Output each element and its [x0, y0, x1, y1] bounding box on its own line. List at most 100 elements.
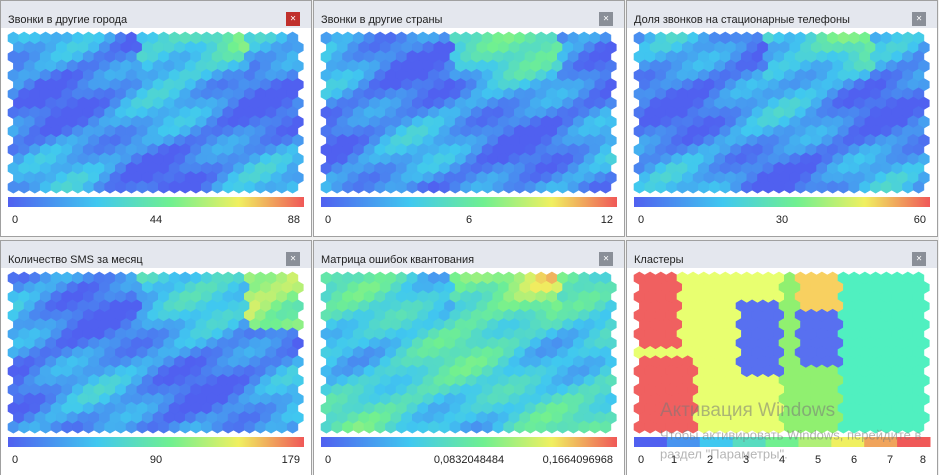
hex-cell [395, 420, 408, 434]
hex-cell [859, 180, 871, 194]
colorbar-label: 3 [743, 454, 749, 466]
colorbar-label: 30 [776, 214, 788, 226]
hex-cell [556, 180, 569, 194]
colorbar-label: 1 [671, 454, 677, 466]
hex-cell [417, 420, 429, 434]
hex-cell [589, 180, 601, 194]
hex-cell [687, 180, 699, 194]
close-icon: × [290, 254, 296, 265]
hex-cell [254, 420, 267, 434]
hex-cell [254, 180, 267, 194]
hex-cell [82, 420, 95, 434]
hex-cell [93, 180, 105, 194]
hex-cell [578, 420, 590, 434]
colorbar-segment [699, 437, 734, 447]
panel-title: Доля звонков на стационарные телефоны [634, 14, 850, 26]
hex-cell [147, 420, 159, 434]
hex-cell [633, 420, 646, 434]
hex-cell [342, 420, 354, 434]
close-button[interactable] [599, 12, 613, 26]
hex-cell [265, 180, 277, 194]
hex-cell [61, 420, 73, 434]
hex-cell [115, 180, 127, 194]
hex-cell [352, 420, 365, 434]
hex-cell [222, 180, 234, 194]
hex-cell [233, 180, 245, 194]
hex-cell [665, 180, 678, 194]
hex-cell [363, 420, 376, 434]
hex-cell [578, 180, 590, 194]
hex-cell [61, 180, 73, 194]
panel: Количество SMS за месяц × 0 90 179 [0, 240, 312, 475]
hex-cell [449, 180, 461, 194]
colorbar-label: 4 [779, 454, 785, 466]
watermark: Активация Windows Чтобы активировать Win… [660, 400, 922, 461]
hex-cell [18, 180, 30, 194]
hex-cell [363, 180, 376, 194]
hex-cell [406, 420, 418, 434]
hex-cell [385, 180, 397, 194]
hex-cell [805, 180, 817, 194]
hex-cell [211, 180, 224, 194]
panel: Звонки в другие города × 0 44 88 [0, 0, 312, 237]
hex-cell [524, 420, 537, 434]
close-button[interactable] [912, 252, 926, 266]
close-button[interactable] [286, 12, 300, 26]
hex-cell [331, 180, 343, 194]
hex-cell [567, 180, 580, 194]
hex-cell [535, 420, 547, 434]
colorbar-label: 88 [288, 214, 300, 226]
colorbar-label: 0,1664096968 [543, 454, 613, 466]
panel-titlebar [627, 241, 937, 268]
hex-cell [891, 180, 903, 194]
hex-cell [428, 420, 440, 434]
close-button[interactable] [912, 12, 926, 26]
hex-map [633, 271, 930, 434]
colorbar-label: 5 [815, 454, 821, 466]
colorbar-label: 179 [282, 454, 300, 466]
hex-cell [72, 420, 84, 434]
hex-cell [93, 420, 105, 434]
hex-cell [342, 180, 354, 194]
hex-cell [848, 180, 860, 194]
panel-titlebar [1, 1, 311, 28]
hex-cell [698, 180, 710, 194]
colorbar-label: 12 [601, 214, 613, 226]
hex-cell [633, 180, 646, 194]
hex-cell [29, 180, 41, 194]
hex-cell [589, 420, 601, 434]
watermark-text: раздел "Параметры". [660, 446, 788, 461]
hex-cell [158, 180, 170, 194]
close-button[interactable] [286, 252, 300, 266]
hex-cell [179, 180, 191, 194]
panel: Кластеры × 0 1 2 3 4 5 6 7 8 [626, 240, 938, 475]
colorbar-label: 2 [707, 454, 713, 466]
hex-cell [222, 420, 234, 434]
hex-cell [233, 420, 245, 434]
hex-map [633, 31, 930, 194]
hex-cell [719, 180, 731, 194]
colorbar-label: 7 [887, 454, 893, 466]
hex-cell [395, 180, 408, 194]
hex-map [7, 271, 304, 434]
hex-cell [211, 420, 224, 434]
hex-cell [320, 420, 333, 434]
hex-cell [104, 180, 116, 194]
hex-cell [470, 420, 483, 434]
colorbar [8, 437, 304, 447]
close-button[interactable] [599, 252, 613, 266]
hex-cell [741, 180, 753, 194]
hex-cell [39, 180, 52, 194]
panel-title: Звонки в другие страны [321, 14, 443, 26]
colorbar-label: 8 [920, 454, 926, 466]
colorbar-label: 0,0832048484 [434, 454, 504, 466]
hex-cell [794, 180, 807, 194]
hex-cell [7, 180, 20, 194]
hex-cell [513, 420, 526, 434]
hex-cell [837, 180, 850, 194]
hex-cell [599, 180, 612, 194]
hex-map [7, 31, 304, 194]
hex-cell [438, 180, 451, 194]
hex-cell [902, 180, 914, 194]
